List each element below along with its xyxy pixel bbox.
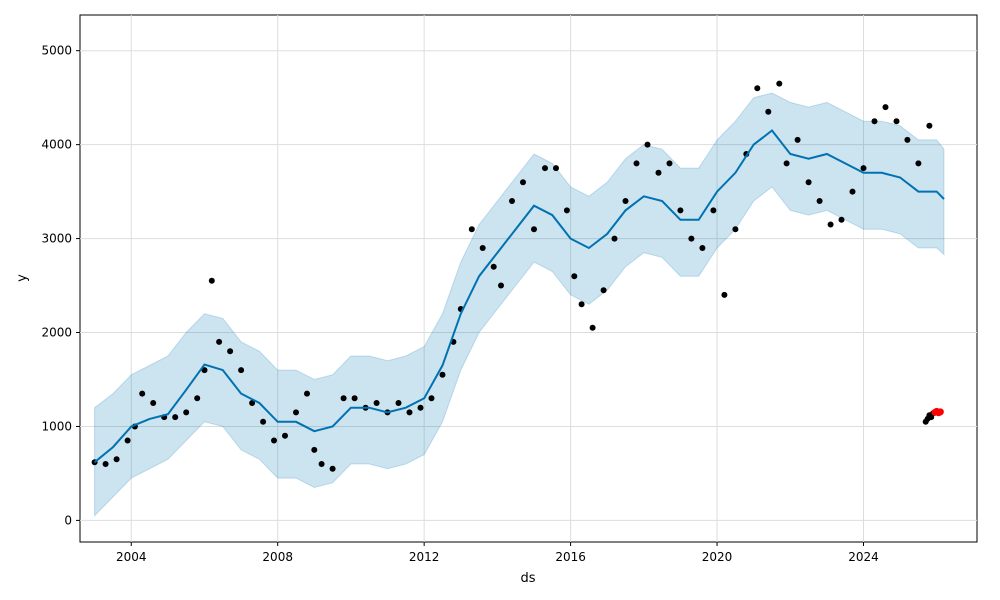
- plot-area: [79, 14, 978, 543]
- observed-point: [882, 104, 889, 111]
- observed-point: [805, 179, 812, 186]
- y-tick-label: 1000: [41, 419, 72, 433]
- observed-point: [351, 395, 358, 402]
- observed-point: [172, 414, 179, 421]
- observed-point: [113, 456, 120, 463]
- observed-point: [531, 226, 537, 233]
- y-tick-label: 2000: [41, 326, 72, 340]
- observed-point: [611, 235, 618, 242]
- observed-point: [439, 371, 446, 378]
- observed-point: [893, 118, 900, 125]
- observed-point: [600, 287, 607, 294]
- x-tick-label: 2024: [848, 550, 879, 564]
- observed-point: [139, 390, 146, 397]
- y-tick-label: 4000: [41, 138, 72, 152]
- x-tick-label: 2008: [262, 550, 293, 564]
- observed-point: [340, 395, 347, 402]
- observed-point: [304, 390, 310, 397]
- observed-point: [710, 207, 717, 214]
- observed-point: [915, 160, 922, 167]
- observed-point: [571, 273, 578, 280]
- y-tick-label: 0: [64, 513, 72, 527]
- observed-point: [395, 400, 402, 406]
- observed-point: [194, 395, 201, 402]
- observed-point: [721, 291, 728, 298]
- observed-point: [183, 409, 190, 416]
- observed-point: [102, 461, 109, 467]
- observed-point: [732, 226, 739, 233]
- observed-point: [329, 465, 336, 472]
- observed-point: [622, 198, 629, 204]
- observed-point: [490, 263, 497, 270]
- observed-point: [644, 141, 651, 148]
- observed-point: [249, 400, 256, 406]
- y-axis-label: y: [15, 274, 30, 282]
- observed-point: [794, 136, 801, 143]
- observed-point: [633, 160, 640, 167]
- observed-point: [293, 409, 299, 416]
- observed-point: [520, 179, 526, 186]
- observed-point: [282, 432, 288, 439]
- forecast-line: [93, 129, 945, 463]
- x-tick-label: 2004: [116, 550, 147, 564]
- y-tick-label: 5000: [41, 44, 72, 58]
- observed-point: [783, 160, 790, 167]
- observed-point: [216, 338, 223, 345]
- observed-point: [926, 122, 933, 129]
- observed-point: [479, 245, 486, 251]
- observed-point: [428, 395, 435, 402]
- observed-point: [688, 235, 695, 242]
- x-axis: 2004 2008 2012 2016 2020 2024: [116, 542, 879, 564]
- observed-point: [666, 160, 673, 167]
- observed-point: [260, 418, 267, 425]
- observed-point: [208, 277, 215, 284]
- x-tick-label: 2012: [409, 550, 440, 564]
- y-tick-label: 3000: [41, 232, 72, 246]
- x-tick-label: 2020: [702, 550, 733, 564]
- observed-point: [150, 400, 157, 406]
- x-axis-label: ds: [520, 571, 535, 586]
- observed-point: [904, 136, 911, 143]
- observed-point: [124, 437, 131, 444]
- observed-point: [542, 165, 548, 172]
- highlight-points: [931, 407, 944, 417]
- observed-point: [406, 409, 413, 416]
- observed-point: [816, 198, 823, 204]
- observed-point: [468, 226, 475, 233]
- observed-point: [509, 198, 515, 204]
- observed-point: [227, 348, 234, 355]
- observed-point: [311, 446, 318, 453]
- highlight-point: [936, 408, 944, 416]
- observed-point: [563, 207, 570, 214]
- observed-point: [589, 324, 596, 331]
- observed-point: [655, 169, 662, 176]
- observed-point: [776, 80, 783, 87]
- x-tick-label: 2016: [555, 550, 586, 564]
- observed-point: [417, 404, 424, 411]
- observed-point: [498, 282, 504, 289]
- observed-point: [765, 108, 772, 115]
- observed-point: [373, 400, 380, 406]
- observed-point: [318, 461, 325, 467]
- observed-point: [238, 367, 245, 374]
- y-axis: 0 1000 2000 3000 4000 5000: [41, 44, 80, 527]
- observed-point: [754, 85, 761, 92]
- observed-point: [849, 188, 856, 195]
- observed-point: [677, 207, 684, 214]
- observed-point: [838, 216, 845, 223]
- observed-point: [827, 221, 834, 228]
- observed-point: [201, 367, 208, 374]
- observed-point: [553, 165, 559, 172]
- grid: [80, 15, 977, 542]
- uncertainty-band: [94, 92, 945, 517]
- observed-point: [578, 301, 585, 308]
- observed-point: [871, 118, 878, 125]
- observed-point: [860, 165, 867, 172]
- observed-point: [699, 245, 706, 251]
- uncertainty-band-area: [94, 92, 945, 517]
- forecast-line-path: [93, 129, 945, 463]
- observed-point: [271, 437, 277, 444]
